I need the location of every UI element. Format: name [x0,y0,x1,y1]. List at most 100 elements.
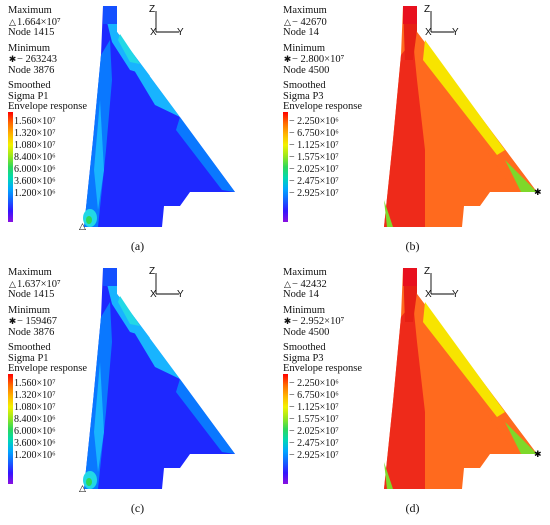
min-node: Node 3876 [8,64,55,76]
heel-stress-core [86,478,92,486]
dam-contour-plot: ✱ [384,268,542,489]
panel-c: Maximum △1.637×10⁷ Node 1415 Minimum ✱− … [0,262,275,524]
upstream-edge-band [384,200,393,227]
stress-band-core [384,302,425,489]
stress-band-toe [176,117,235,192]
legend-ticks: 1.560×10⁷ 1.320×10⁷ 1.080×10⁷ 8.400×10⁶ … [14,116,56,200]
stress-band-core [94,100,104,210]
max-marker-icon: △ [284,278,291,289]
dam-crest [403,268,417,286]
dam-body [84,268,235,489]
axis-triad: Z X Y [422,266,462,304]
legend-tick: − 2.925×10⁷ [289,188,339,199]
min-node: Node 4500 [283,64,330,76]
axis-triad: Z X Y [147,4,187,42]
legend-tick: − 2.925×10⁷ [289,450,339,461]
max-value-line: △− 42432 [283,279,362,291]
min-value-line: ✱− 159467 [8,316,87,328]
result-type-envelope: Envelope response [283,363,363,374]
axis-triad-lines [155,273,179,295]
legend-color-bar [8,374,13,484]
axis-z-label: Z [149,266,156,277]
legend-tick: 8.400×10⁶ [14,152,56,163]
stress-band-core [384,40,425,227]
stress-band-high [118,34,140,64]
legend-tick: 1.080×10⁷ [14,402,56,413]
legend-tick: − 2.475×10⁷ [289,438,339,449]
axis-triad: Z X Y [147,266,187,304]
max-node: Node 1415 [8,27,55,38]
axis-x-label: X [150,289,157,300]
dam-crest [403,6,417,24]
legend-tick: 1.200×10⁶ [14,188,56,199]
result-type-smoothed: Smoothed [283,80,326,91]
min-marker-icon: ✱ [8,316,17,326]
panel-a: Maximum △1.664×10⁷ Node 1415 Minimum ✱− … [0,0,275,262]
min-marker-icon: ✱ [283,316,292,326]
axis-triad-lines [430,11,454,33]
result-type-sigma: Sigma P1 [8,352,49,364]
legend-tick: − 6.750×10⁶ [289,128,339,139]
min-value: − 2.800×10⁷ [292,54,345,65]
stress-band-yellow [423,302,505,417]
axis-x-label: X [425,289,432,300]
min-label: Minimum [283,304,326,316]
upstream-edge-band [384,462,393,489]
max-value: 1.637×10⁷ [17,278,61,290]
min-value-line: ✱− 2.800×10⁷ [283,54,362,66]
legend-ticks: − 2.250×10⁶ − 6.750×10⁶ − 1.125×10⁷ − 1.… [289,116,339,200]
legend-tick: 1.560×10⁷ [14,378,56,389]
legend-tick: 1.320×10⁷ [14,128,56,139]
min-value-line: ✱− 2.952×10⁷ [283,316,362,328]
panel-d: Maximum △− 42432 Node 14 Minimum ✱− 2.95… [275,262,550,524]
max-marker-icon: △ [79,222,86,232]
max-node: Node 14 [283,27,319,38]
heel-stress-core [86,216,92,224]
legend-color-bar [8,112,13,222]
dam-crest [103,6,117,24]
result-info: Maximum △1.664×10⁷ Node 1415 Minimum ✱− … [8,5,88,113]
axis-z-label: Z [424,266,431,277]
panel-b: Maximum △− 42670 Node 14 Minimum ✱− 2.80… [275,0,550,262]
max-node: Node 1415 [8,289,55,300]
min-value: − 2.952×10⁷ [292,316,345,327]
max-marker-icon: △ [79,484,86,494]
legend-ticks: 1.560×10⁷ 1.320×10⁷ 1.080×10⁷ 8.400×10⁶ … [14,378,56,462]
min-value-line: ✱− 263243 [8,54,87,66]
legend-tick: − 2.250×10⁶ [289,378,339,389]
min-value: − 263243 [17,54,58,65]
max-value-line: △1.664×10⁷ [8,17,87,29]
legend-color-bar [283,112,288,222]
dam-contour-plot: ✱ [384,6,542,227]
min-marker-icon: ✱ [8,54,17,64]
result-info: Maximum △− 42670 Node 14 Minimum ✱− 2.80… [283,5,363,113]
min-label: Minimum [8,304,51,316]
legend-tick: − 2.025×10⁷ [289,426,339,437]
dam-contour-plot: △ [79,6,235,232]
legend-tick: 6.000×10⁶ [14,426,56,437]
max-label: Maximum [8,5,52,16]
axis-x-label: X [150,27,157,38]
legend-ticks: − 2.250×10⁶ − 6.750×10⁶ − 1.125×10⁷ − 1.… [289,378,339,462]
axis-y-label: Y [177,289,184,300]
dam-crest [103,268,117,286]
min-label: Minimum [8,42,51,54]
legend-tick: 1.560×10⁷ [14,116,56,127]
legend-tick: 6.000×10⁶ [14,164,56,175]
min-label: Minimum [283,42,326,54]
legend-tick: − 2.475×10⁷ [289,176,339,187]
max-value: − 42670 [292,16,327,28]
result-type-envelope: Envelope response [8,101,88,112]
axis-z-label: Z [424,4,431,15]
max-value-line: △1.637×10⁷ [8,279,87,291]
legend-tick: − 2.025×10⁷ [289,164,339,175]
result-type-envelope: Envelope response [283,101,363,112]
axis-y-label: Y [177,27,184,38]
legend-tick: 1.200×10⁶ [14,450,56,461]
panel-caption: (d) [405,501,420,515]
result-type-envelope: Envelope response [8,363,88,374]
axis-triad-lines [155,11,179,33]
max-value-line: △− 42670 [283,17,362,29]
stress-band-high [118,296,140,326]
min-node: Node 4500 [283,326,330,338]
